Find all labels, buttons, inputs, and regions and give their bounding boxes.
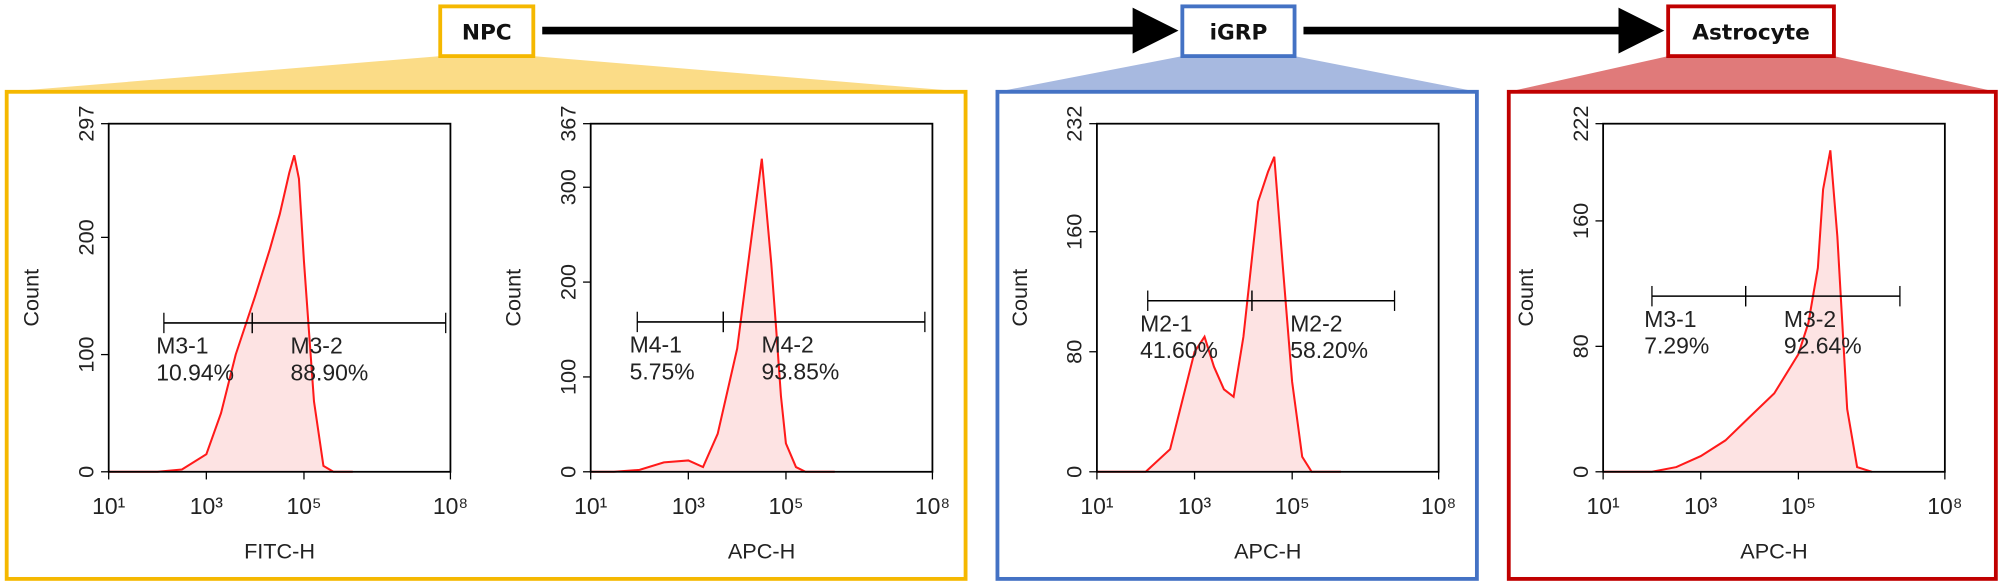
y-axis-label: Count bbox=[19, 269, 44, 327]
gate-percent: 5.75% bbox=[630, 358, 695, 384]
npc-frame bbox=[4, 89, 968, 581]
y-tick-label: 100 bbox=[73, 337, 98, 373]
gate-name: M3-2 bbox=[1784, 306, 1836, 332]
x-tick-label: 10⁵ bbox=[286, 493, 321, 519]
y-tick-label: 100 bbox=[555, 359, 580, 395]
y-tick-label: 80 bbox=[1568, 334, 1593, 358]
x-axis-label: FITC-H bbox=[244, 538, 315, 563]
x-tick-label: 10⁵ bbox=[1275, 493, 1310, 519]
y-tick-label: 300 bbox=[555, 169, 580, 205]
gate-percent: 10.94% bbox=[156, 359, 234, 385]
x-tick-label: 10¹ bbox=[574, 493, 608, 519]
gate-name: M4-2 bbox=[762, 332, 814, 358]
gate-name: M4-1 bbox=[630, 332, 682, 358]
x-tick-label: 10³ bbox=[190, 493, 224, 519]
plot-frame bbox=[1096, 122, 1440, 473]
gate-percent: 7.29% bbox=[1644, 333, 1709, 359]
histogram-line bbox=[590, 158, 835, 473]
y-tick-label: 80 bbox=[1062, 340, 1087, 364]
astro-spread bbox=[1508, 56, 1996, 92]
area-fill bbox=[108, 155, 353, 472]
gate-percent: 92.64% bbox=[1784, 333, 1862, 359]
x-tick-label: 10³ bbox=[1684, 493, 1718, 519]
histogram-line bbox=[108, 155, 353, 473]
y-axis-label: Count bbox=[1007, 269, 1032, 327]
gate-name: M3-1 bbox=[1644, 306, 1696, 332]
x-axis-label: APC-H bbox=[1740, 538, 1807, 563]
gate-name: M2-1 bbox=[1140, 310, 1192, 336]
x-tick-label: 10¹ bbox=[1080, 493, 1114, 519]
astro-frame bbox=[1506, 89, 1998, 581]
x-axis-label: APC-H bbox=[728, 538, 795, 563]
histogram-line bbox=[1603, 150, 1873, 473]
stage-label: Astrocyte bbox=[1692, 21, 1810, 46]
y-tick-label: 160 bbox=[1568, 203, 1593, 239]
x-tick-label: 10¹ bbox=[1587, 493, 1621, 519]
x-tick-label: 10⁵ bbox=[768, 493, 803, 519]
stage-box bbox=[1666, 4, 1836, 59]
plot-frame bbox=[107, 122, 452, 473]
gate-name: M2-2 bbox=[1290, 310, 1342, 336]
x-tick-label: 10⁸ bbox=[1927, 493, 1962, 519]
area-fill bbox=[590, 158, 835, 472]
y-tick-label: 367 bbox=[555, 106, 580, 142]
x-tick-label: 10³ bbox=[672, 493, 706, 519]
y-tick-label: 297 bbox=[73, 106, 98, 142]
x-tick-label: 10¹ bbox=[92, 493, 126, 519]
y-axis-label: Count bbox=[501, 269, 526, 327]
x-tick-label: 10⁸ bbox=[433, 493, 468, 519]
y-tick-label: 0 bbox=[1568, 466, 1593, 478]
y-tick-label: 0 bbox=[73, 466, 98, 478]
igrp-spread bbox=[997, 56, 1477, 92]
x-tick-label: 10⁵ bbox=[1781, 493, 1816, 519]
gate-percent: 88.90% bbox=[290, 359, 368, 385]
igrp-frame bbox=[995, 89, 1479, 581]
x-tick-label: 10⁸ bbox=[915, 493, 950, 519]
stage-box bbox=[1180, 4, 1297, 59]
gate-name: M3-1 bbox=[156, 333, 208, 359]
x-axis-label: APC-H bbox=[1234, 538, 1301, 563]
npc-spread bbox=[6, 56, 966, 92]
y-tick-label: 160 bbox=[1062, 214, 1087, 250]
stage-label: iGRP bbox=[1210, 21, 1268, 46]
x-tick-label: 10³ bbox=[1178, 493, 1212, 519]
stage-box bbox=[438, 4, 536, 59]
y-tick-label: 0 bbox=[555, 466, 580, 478]
plot-frame bbox=[589, 122, 934, 473]
y-tick-label: 200 bbox=[73, 219, 98, 255]
plot-frame bbox=[1602, 122, 1946, 473]
y-tick-label: 0 bbox=[1062, 466, 1087, 478]
y-tick-label: 232 bbox=[1062, 106, 1087, 142]
histogram-line bbox=[1096, 156, 1341, 473]
x-tick-label: 10⁸ bbox=[1421, 493, 1456, 519]
gate-percent: 41.60% bbox=[1140, 337, 1218, 363]
area-fill bbox=[1603, 150, 1872, 472]
y-axis-label: Count bbox=[1513, 269, 1538, 327]
gate-percent: 93.85% bbox=[762, 358, 840, 384]
gate-name: M3-2 bbox=[290, 333, 342, 359]
y-tick-label: 222 bbox=[1568, 106, 1593, 142]
y-tick-label: 200 bbox=[555, 264, 580, 300]
stage-label: NPC bbox=[462, 21, 512, 46]
gate-percent: 58.20% bbox=[1290, 337, 1368, 363]
